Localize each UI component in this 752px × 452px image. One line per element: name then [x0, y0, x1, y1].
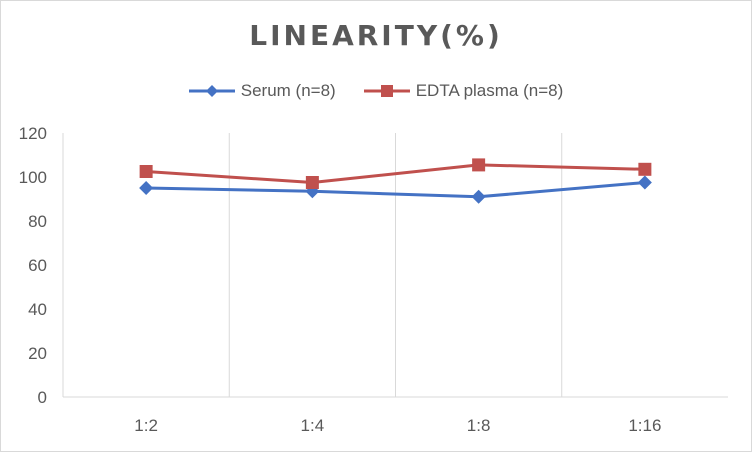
- data-point-serum: [637, 175, 652, 190]
- data-point-serum: [471, 189, 486, 204]
- series-line-0: [146, 181, 646, 199]
- x-tick-label: 1:8: [467, 416, 491, 435]
- x-tick-label: 1:2: [134, 416, 158, 435]
- data-point-edta-plasma: [472, 158, 486, 172]
- y-tick-label: 60: [28, 256, 47, 275]
- legend-item-serum: Serum (n=8): [188, 81, 336, 101]
- legend-label-edta-plasma: EDTA plasma (n=8): [415, 81, 564, 100]
- y-tick-label: 20: [28, 344, 47, 363]
- data-point-edta-plasma: [638, 162, 652, 176]
- legend-key-edta-plasma: [363, 85, 410, 97]
- x-tick-label: 1:16: [628, 416, 661, 435]
- chart-legend: Serum (n=8) EDTA plasma (n=8): [1, 81, 751, 101]
- legend-key-serum: [188, 85, 235, 97]
- chart-title: LINEARITY(%): [249, 19, 503, 52]
- y-tick-label: 0: [38, 388, 47, 407]
- data-point-edta-plasma: [139, 165, 153, 178]
- y-tick-label: 100: [19, 168, 47, 187]
- series-line-1: [146, 163, 645, 184]
- legend-item-edta-plasma: EDTA plasma (n=8): [363, 81, 564, 101]
- legend-label-serum: Serum (n=8): [240, 81, 336, 100]
- y-tick-label: 80: [28, 212, 47, 231]
- data-point-edta-plasma: [305, 176, 319, 189]
- y-tick-label: 120: [19, 124, 47, 143]
- y-tick-label: 40: [28, 300, 47, 319]
- x-tick-label: 1:4: [301, 416, 325, 435]
- data-point-serum: [139, 181, 154, 195]
